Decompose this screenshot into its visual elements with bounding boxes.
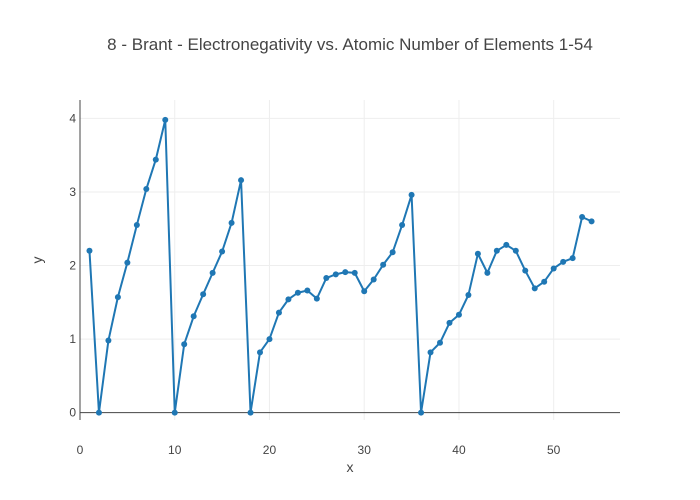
data-point[interactable] (190, 313, 197, 320)
data-point[interactable] (389, 249, 396, 256)
data-point[interactable] (86, 247, 93, 254)
data-point[interactable] (257, 349, 263, 356)
series-line (88, 118, 593, 414)
data-point[interactable] (484, 269, 491, 276)
data-point[interactable] (114, 294, 121, 301)
data-point[interactable] (304, 287, 311, 294)
data-point[interactable] (560, 258, 567, 265)
data-point[interactable] (474, 250, 481, 257)
data-point[interactable] (531, 285, 538, 292)
data-point[interactable] (133, 222, 140, 229)
data-point[interactable] (522, 267, 529, 274)
data-point[interactable] (446, 319, 453, 326)
data-point[interactable] (427, 349, 434, 356)
data-point[interactable] (181, 341, 188, 348)
x-axis-label: x (347, 459, 354, 475)
data-point[interactable] (313, 295, 320, 302)
y-tick-label: 1 (69, 332, 76, 346)
data-point[interactable] (455, 311, 462, 318)
data-point[interactable] (493, 247, 500, 254)
x-tick-label: 10 (168, 443, 182, 457)
tick-labels: 0 10 20 30 40 50 0 1 2 3 4 (69, 111, 560, 457)
data-point[interactable] (399, 222, 406, 229)
grid (80, 100, 620, 420)
data-point[interactable] (247, 409, 254, 416)
data-point[interactable] (285, 296, 292, 303)
data-point[interactable] (503, 241, 510, 248)
data-point[interactable] (228, 219, 235, 226)
data-point[interactable] (408, 191, 415, 198)
y-tick-label: 3 (69, 185, 76, 199)
x-tick-label: 40 (452, 443, 466, 457)
data-point[interactable] (266, 336, 273, 343)
data-point[interactable] (380, 261, 387, 268)
data-point[interactable] (238, 177, 245, 184)
data-point[interactable] (332, 271, 339, 278)
x-tick-label: 30 (358, 443, 372, 457)
y-tick-label: 4 (69, 111, 76, 125)
data-point[interactable] (579, 213, 586, 220)
y-tick-label: 2 (69, 259, 76, 273)
data-point[interactable] (105, 337, 112, 344)
data-point[interactable] (124, 259, 131, 266)
series-layer (86, 116, 595, 416)
x-tick-label: 20 (263, 443, 277, 457)
x-tick-label: 0 (77, 443, 84, 457)
data-point[interactable] (512, 247, 519, 254)
data-point[interactable] (294, 289, 301, 296)
data-point[interactable] (323, 275, 330, 282)
x-tick-label: 50 (547, 443, 561, 457)
data-point[interactable] (588, 218, 595, 225)
data-point[interactable] (95, 409, 102, 416)
axes (79, 100, 620, 420)
data-point[interactable] (541, 278, 548, 285)
data-point[interactable] (465, 291, 472, 298)
data-point[interactable] (200, 291, 207, 298)
data-point[interactable] (171, 409, 178, 416)
data-point[interactable] (418, 409, 425, 416)
data-point[interactable] (342, 269, 349, 276)
data-point[interactable] (152, 156, 159, 163)
data-point[interactable] (361, 288, 368, 295)
data-point[interactable] (209, 269, 216, 276)
y-axis-label: y (29, 257, 45, 264)
data-point[interactable] (370, 276, 377, 283)
data-point[interactable] (550, 265, 557, 272)
data-point[interactable] (351, 269, 358, 276)
data-point[interactable] (219, 248, 226, 255)
chart-title: 8 - Brant - Electronegativity vs. Atomic… (107, 35, 593, 54)
data-point[interactable] (569, 255, 576, 262)
data-point[interactable] (162, 116, 169, 123)
data-point[interactable] (437, 339, 443, 346)
data-point[interactable] (143, 186, 150, 193)
data-point[interactable] (275, 309, 282, 316)
y-tick-label: 0 (69, 406, 76, 420)
